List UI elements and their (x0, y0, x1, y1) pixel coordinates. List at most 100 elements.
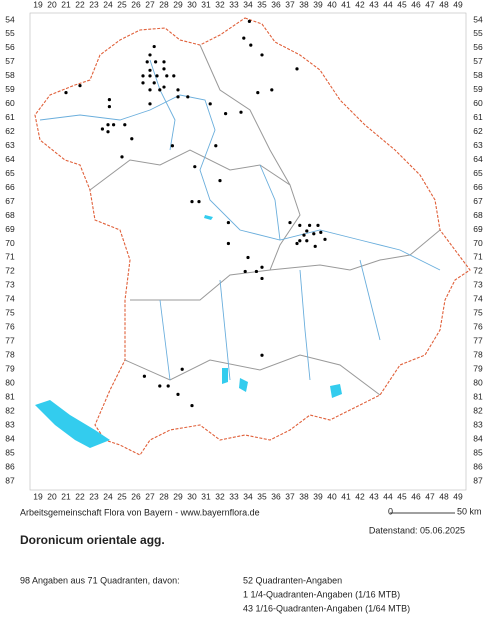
x-label: 19 (33, 491, 43, 501)
record-dot (176, 95, 180, 99)
y-label: 82 (5, 405, 15, 415)
record-dot (190, 200, 194, 204)
y-label: 81 (473, 391, 483, 401)
y-label: 55 (5, 28, 15, 38)
x-label: 29 (173, 491, 183, 501)
record-dot (260, 53, 264, 57)
x-label: 20 (47, 491, 57, 501)
record-dot (172, 74, 176, 78)
record-dot (295, 67, 299, 71)
map-frame (29, 12, 467, 491)
y-label: 77 (473, 336, 483, 346)
x-label: 32 (215, 0, 225, 9)
record-dot (106, 130, 110, 134)
region-borders (89, 44, 441, 396)
x-label: 43 (369, 491, 379, 501)
y-label: 64 (473, 154, 483, 164)
y-label: 75 (473, 308, 483, 318)
record-dot (305, 239, 309, 243)
credit: Arbeitsgemeinschaft Flora von Bayern - w… (20, 507, 260, 517)
x-label: 36 (271, 0, 281, 9)
y-label: 86 (5, 461, 15, 471)
y-label: 77 (5, 336, 15, 346)
record-dot (197, 200, 201, 204)
record-dot (243, 269, 247, 274)
y-label: 54 (5, 14, 15, 24)
record-dot (107, 105, 111, 109)
y-label: 87 (5, 475, 15, 485)
record-dot (158, 88, 162, 92)
x-label: 24 (103, 0, 113, 9)
y-label: 72 (473, 266, 483, 276)
x-label: 45 (397, 0, 407, 9)
x-label: 34 (243, 491, 253, 501)
y-label: 55 (473, 28, 483, 38)
x-label: 33 (229, 0, 239, 9)
x-label: 41 (341, 0, 351, 9)
y-label: 82 (473, 405, 483, 415)
x-label: 29 (173, 0, 183, 9)
x-label: 37 (285, 491, 295, 501)
x-label: 49 (453, 491, 463, 501)
x-label: 36 (271, 491, 281, 501)
record-dot (319, 230, 323, 234)
y-label: 70 (5, 238, 15, 248)
species: Doronicum orientale agg. (20, 533, 165, 547)
x-label: 28 (159, 491, 169, 501)
x-label: 25 (117, 491, 127, 501)
y-label: 57 (5, 56, 15, 66)
stats-line: 43 1/16-Quadranten-Angaben (1/64 MTB) (243, 603, 410, 613)
record-dot (180, 367, 184, 371)
x-label: 38 (299, 0, 309, 9)
y-label: 64 (5, 154, 15, 164)
y-label: 78 (473, 350, 483, 360)
x-label: 46 (411, 491, 421, 501)
x-label: 45 (397, 491, 407, 501)
y-label: 66 (473, 182, 483, 192)
scale-end: 50 km (457, 506, 482, 516)
record-dot (312, 232, 316, 236)
record-dot (298, 223, 302, 227)
record-dot (106, 123, 110, 127)
y-label: 80 (473, 377, 483, 387)
x-label: 21 (61, 491, 71, 501)
record-dot (226, 220, 230, 225)
x-label: 35 (257, 491, 267, 501)
record-dot (270, 88, 274, 92)
x-label: 31 (201, 0, 211, 9)
record-dot (162, 85, 166, 89)
y-label: 65 (473, 168, 483, 178)
record-dot (64, 91, 68, 95)
x-label: 22 (75, 491, 85, 501)
record-dot (313, 244, 317, 248)
y-label: 67 (5, 196, 15, 206)
record-dot (100, 127, 104, 131)
record-dot (302, 233, 306, 237)
y-label: 85 (473, 447, 483, 457)
record-dot (239, 110, 243, 114)
record-dot (107, 98, 111, 102)
y-label: 69 (5, 224, 15, 234)
y-label: 84 (473, 433, 483, 443)
record-dot (295, 241, 299, 246)
x-label: 37 (285, 0, 295, 9)
record-dot (141, 74, 145, 78)
lakes (35, 215, 342, 448)
record-dot (162, 67, 166, 71)
record-dot (155, 74, 159, 78)
record-dot (148, 102, 152, 106)
y-label: 60 (473, 98, 483, 108)
y-label: 71 (5, 252, 15, 262)
x-label: 47 (425, 491, 435, 501)
x-label: 42 (355, 491, 365, 501)
record-dot (78, 84, 82, 88)
x-label: 41 (341, 491, 351, 501)
y-label: 61 (5, 112, 15, 122)
rivers (39, 59, 441, 381)
y-label: 80 (5, 377, 15, 387)
x-label: 46 (411, 0, 421, 9)
x-label: 21 (61, 0, 71, 9)
record-dot (145, 60, 149, 64)
record-dot (208, 102, 212, 106)
